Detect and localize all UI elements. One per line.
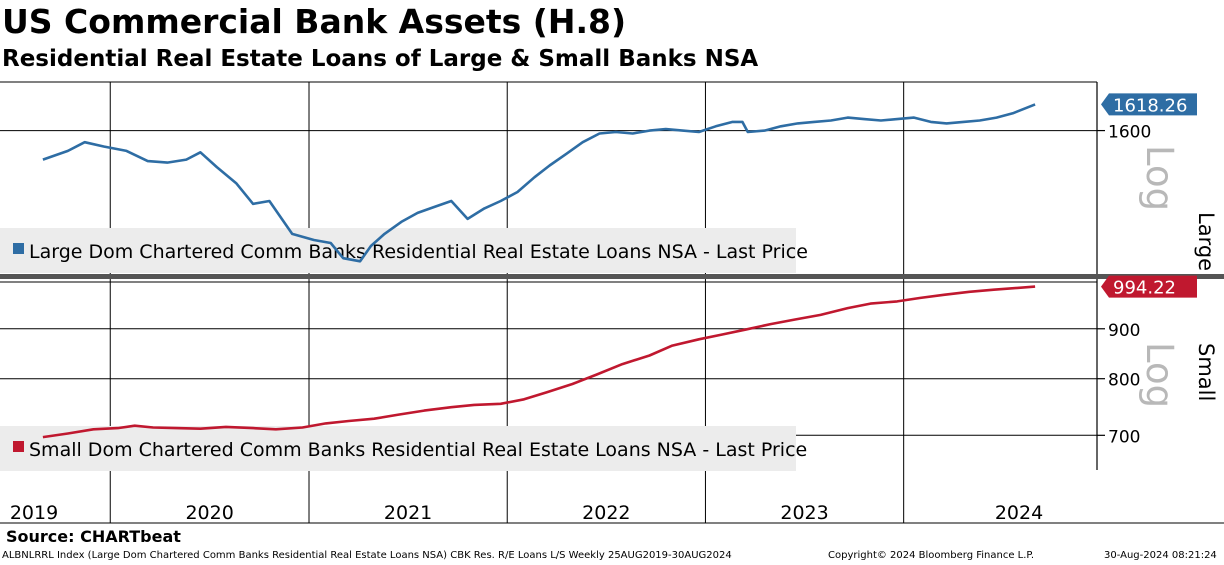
x-tick-label-2023: 2023 xyxy=(780,502,828,524)
footer-ticker-info: ALBNLRRL Index (Large Dom Chartered Comm… xyxy=(2,550,732,561)
large-legend-swatch xyxy=(13,243,24,254)
footer-timestamp: 30-Aug-2024 08:21:24 xyxy=(1104,550,1217,561)
panel-divider xyxy=(0,274,1224,279)
large-legend-label: Large Dom Chartered Comm Banks Residenti… xyxy=(29,241,808,263)
large-tick-label-1600: 1600 xyxy=(1108,123,1151,143)
source-note: Source: CHARTbeat xyxy=(6,527,181,546)
small-scale-label: Log xyxy=(1138,342,1181,408)
small-last-price-badge xyxy=(1101,275,1197,298)
large-last-price-badge xyxy=(1101,93,1197,116)
small-panel-label: Small xyxy=(1194,343,1218,401)
small-legend-label: Small Dom Chartered Comm Banks Residenti… xyxy=(29,439,807,461)
small-legend-box xyxy=(0,426,796,471)
chart-title: US Commercial Bank Assets (H.8) xyxy=(2,2,627,41)
small-tick-label-800: 800 xyxy=(1108,371,1140,391)
x-tick-label-2021: 2021 xyxy=(384,502,432,524)
x-tick-label-2022: 2022 xyxy=(582,502,630,524)
small-series-line xyxy=(42,285,1036,439)
large-scale-label: Log xyxy=(1138,145,1181,211)
x-tick-label-2019: 2019 xyxy=(10,502,58,524)
x-tick-label-2020: 2020 xyxy=(185,502,233,524)
small-legend-swatch xyxy=(13,441,24,452)
small-tick-label-700: 700 xyxy=(1108,427,1140,447)
footer-copyright: Copyright© 2024 Bloomberg Finance L.P. xyxy=(828,550,1035,561)
large-series-line xyxy=(42,103,1036,263)
x-tick-label-2024: 2024 xyxy=(995,502,1043,524)
small-last-price-value: 994.22 xyxy=(1113,278,1176,299)
chart-subtitle: Residential Real Estate Loans of Large &… xyxy=(2,46,759,72)
large-panel-grid xyxy=(0,81,1097,132)
large-panel-label: Large xyxy=(1194,212,1218,271)
small-panel-grid xyxy=(0,281,1097,436)
small-tick-label-900: 900 xyxy=(1108,321,1140,341)
large-legend-box xyxy=(0,228,796,273)
large-last-price-value: 1618.26 xyxy=(1113,95,1187,116)
